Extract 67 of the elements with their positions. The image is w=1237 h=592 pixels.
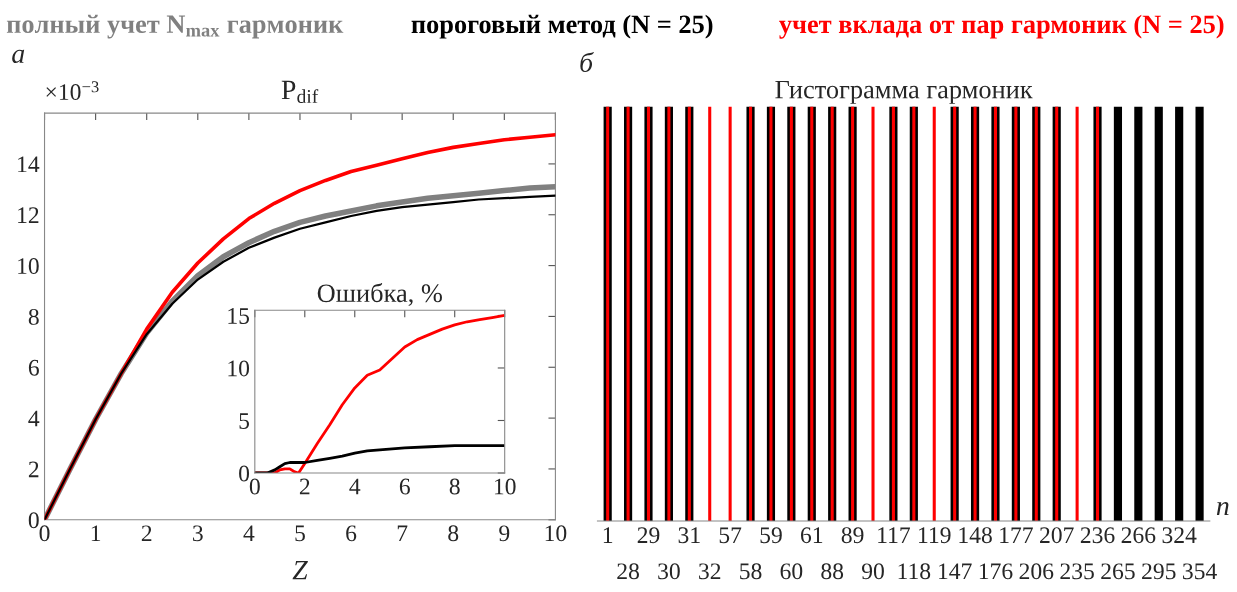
x-tick-label: 10 [494, 478, 516, 495]
x-tick-label: 8 [449, 478, 460, 495]
y-tick-label: 0 [28, 512, 39, 529]
x-tick-label: 57 [719, 527, 742, 544]
x-tick-label: 177 [1000, 527, 1033, 543]
x-tick-label: 206 [1019, 563, 1054, 580]
x-tick-label: 295 [1142, 563, 1176, 580]
text: учет вклада от пар гармоник (N = 25) [779, 14, 1224, 39]
x-tick-label: 148 [959, 527, 992, 544]
x-tick-label: 6 [399, 478, 410, 495]
x-tick-label: 354 [1183, 563, 1217, 580]
x-tick-label: 59 [760, 527, 782, 544]
x-tick-label: 61 [800, 527, 823, 544]
x-tick-label: 88 [821, 563, 844, 580]
x-tick-label: 90 [861, 563, 884, 580]
x-tick-label: 6 [346, 525, 357, 542]
x-tick-label: 207 [1040, 527, 1074, 544]
text: пороговый метод (N = 25) [411, 14, 713, 39]
y-tick-label: 14 [18, 156, 40, 173]
x-tick-label: 7 [397, 525, 408, 542]
x-tick-label: 5 [295, 525, 305, 542]
x-tick-label: 29 [637, 527, 660, 544]
x-tick-label: 2 [299, 478, 310, 495]
y-tick-label: 5 [239, 413, 250, 429]
y-tick-label: 10 [228, 360, 250, 377]
text: б [580, 51, 594, 73]
x-tick-label: 236 [1080, 527, 1115, 544]
chart-title: Ошибка, % [317, 282, 442, 306]
y-tick-label: 15 [228, 308, 250, 324]
x-tick-label: 176 [979, 563, 1013, 580]
y-tick-label: 6 [28, 359, 39, 376]
x-tick-label: 1 [91, 525, 101, 542]
x-tick-label: 119 [919, 527, 951, 544]
x-axis-title: n [1216, 501, 1229, 516]
text: полный учет N$_{max}$ гармоник [6, 14, 344, 39]
x-tick-label: 1 [603, 527, 613, 543]
y-tick-label: 12 [18, 207, 39, 223]
y-tick-label: 4 [28, 410, 40, 427]
x-tick-label: 31 [678, 527, 700, 544]
x-tick-label: 266 [1121, 527, 1156, 544]
x-tick-label: 32 [699, 563, 721, 580]
text: а [12, 49, 25, 64]
x-tick-label: 324 [1162, 527, 1197, 544]
x-tick-label: 10 [545, 525, 567, 542]
x-tick-label: 60 [780, 563, 803, 580]
x-tick-label: 28 [617, 563, 639, 580]
x-tick-label: 2 [141, 525, 152, 542]
y-tick-label: 10 [18, 258, 39, 275]
y-tick-label: 0 [239, 465, 250, 482]
chart-title: P$_{dif}$ [281, 80, 319, 104]
text: ×10$^{−3}$ [46, 81, 99, 101]
x-tick-label: 58 [740, 563, 762, 580]
x-tick-label: 265 [1101, 563, 1135, 580]
x-tick-label: 118 [898, 563, 931, 580]
chart-title: Гистограмма гармоник [775, 80, 1033, 104]
x-tick-label: 30 [658, 563, 680, 580]
x-tick-label: 8 [448, 525, 459, 542]
x-tick-label: 9 [499, 525, 510, 542]
y-tick-label: 8 [28, 308, 39, 325]
x-tick-label: 235 [1060, 563, 1094, 580]
x-tick-label: 89 [841, 527, 864, 544]
x-axis-title: Z [292, 561, 308, 580]
x-tick-label: 4 [349, 478, 361, 495]
x-tick-label: 3 [193, 525, 203, 542]
x-tick-label: 147 [939, 563, 972, 580]
y-tick-label: 2 [28, 461, 39, 478]
x-tick-label: 117 [878, 527, 911, 543]
